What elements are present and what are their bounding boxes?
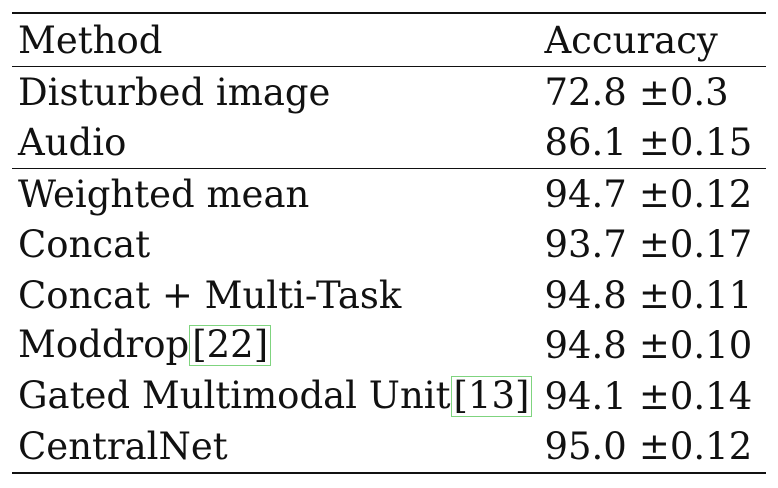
table-row: Disturbed image 72.8 ±0.3 (12, 66, 766, 118)
accuracy-mean: 95.0 (544, 425, 627, 469)
accuracy-cell: 86.1 ±0.15 (538, 118, 766, 169)
method-cell: Concat + Multi-Task (12, 270, 538, 321)
accuracy-cell: 72.8 ±0.3 (538, 66, 766, 118)
results-table-container: Method Accuracy Disturbed image 72.8 ±0.3… (12, 12, 766, 474)
accuracy-mean: 94.8 (544, 273, 627, 317)
method-cell: Moddrop[22] (12, 321, 538, 372)
citation-link[interactable]: [22] (189, 325, 272, 367)
table-row: Gated Multimodal Unit[13] 94.1 ±0.14 (12, 371, 766, 422)
method-cell: Disturbed image (12, 66, 539, 118)
accuracy-std: ±0.10 (638, 324, 753, 368)
accuracy-std: ±0.12 (638, 172, 753, 216)
accuracy-cell: 93.7 ±0.17 (538, 220, 766, 271)
table-row: Concat 93.7 ±0.17 (12, 220, 766, 271)
method-cell: Weighted mean (12, 168, 539, 220)
accuracy-cell: 94.1 ±0.14 (538, 371, 766, 422)
accuracy-cell: 94.7 ±0.12 (538, 168, 766, 220)
method-name: Disturbed image (18, 70, 331, 114)
accuracy-std: ±0.14 (638, 374, 753, 418)
accuracy-cell: 95.0 ±0.12 (538, 421, 766, 474)
citation-link[interactable]: [13] (450, 375, 533, 417)
table-row: Moddrop[22] 94.8 ±0.10 (12, 321, 766, 372)
accuracy-std: ±0.11 (638, 273, 753, 317)
table-row: Concat + Multi-Task 94.8 ±0.11 (12, 270, 766, 321)
accuracy-cell: 94.8 ±0.10 (538, 321, 766, 372)
accuracy-mean: 94.1 (544, 374, 627, 418)
header-accuracy: Accuracy (538, 12, 766, 67)
table-row-best: CentralNet 95.0 ±0.12 (12, 421, 766, 474)
table-row: Weighted mean 94.7 ±0.12 (12, 168, 766, 220)
method-name: Audio (18, 121, 127, 165)
accuracy-std: ±0.15 (638, 121, 753, 165)
accuracy-std: ±0.17 (638, 223, 753, 267)
accuracy-mean: 94.7 (544, 172, 627, 216)
method-cell: CentralNet (12, 421, 539, 474)
method-name: Gated Multimodal Unit (18, 373, 451, 417)
accuracy-mean: 86.1 (544, 121, 627, 165)
accuracy-cell: 94.8 ±0.11 (538, 270, 766, 321)
method-cell: Gated Multimodal Unit[13] (12, 371, 538, 422)
method-name: Moddrop (18, 323, 190, 367)
table-row: Audio 86.1 ±0.15 (12, 118, 766, 169)
method-cell: Audio (12, 118, 538, 169)
accuracy-std: ±0.3 (638, 70, 729, 114)
accuracy-mean: 72.8 (544, 70, 627, 114)
accuracy-std: ±0.12 (638, 425, 753, 469)
results-table: Method Accuracy Disturbed image 72.8 ±0.3… (12, 12, 766, 474)
header-method: Method (12, 12, 539, 67)
method-cell: Concat (12, 220, 538, 271)
header-row: Method Accuracy (12, 12, 766, 67)
method-name: CentralNet (18, 425, 228, 469)
accuracy-mean: 93.7 (544, 223, 627, 267)
method-name: Concat (18, 223, 151, 267)
method-name: Concat + Multi-Task (18, 273, 402, 317)
method-name: Weighted mean (18, 172, 310, 216)
accuracy-mean: 94.8 (544, 324, 627, 368)
